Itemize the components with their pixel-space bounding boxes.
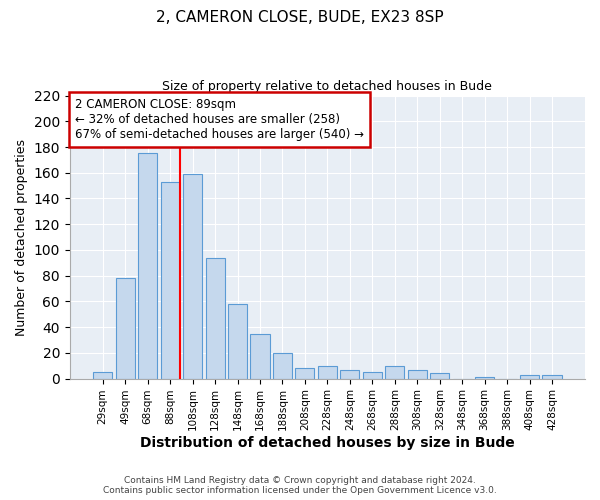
Bar [520, 374, 539, 378]
Bar [363, 372, 382, 378]
X-axis label: Distribution of detached houses by size in Bude: Distribution of detached houses by size … [140, 436, 515, 450]
Bar [340, 370, 359, 378]
Title: Size of property relative to detached houses in Bude: Size of property relative to detached ho… [163, 80, 493, 93]
Text: 2, CAMERON CLOSE, BUDE, EX23 8SP: 2, CAMERON CLOSE, BUDE, EX23 8SP [156, 10, 444, 25]
Bar [385, 366, 404, 378]
Bar [318, 366, 337, 378]
Bar [183, 174, 202, 378]
Bar [206, 258, 224, 378]
Bar [138, 154, 157, 378]
Bar [228, 304, 247, 378]
Bar [161, 182, 179, 378]
Bar [295, 368, 314, 378]
Bar [430, 374, 449, 378]
Bar [93, 372, 112, 378]
Text: 2 CAMERON CLOSE: 89sqm
← 32% of detached houses are smaller (258)
67% of semi-de: 2 CAMERON CLOSE: 89sqm ← 32% of detached… [75, 98, 364, 142]
Bar [250, 334, 269, 378]
Bar [116, 278, 135, 378]
Bar [407, 370, 427, 378]
Bar [542, 374, 562, 378]
Bar [273, 353, 292, 378]
Y-axis label: Number of detached properties: Number of detached properties [15, 138, 28, 336]
Text: Contains HM Land Registry data © Crown copyright and database right 2024.
Contai: Contains HM Land Registry data © Crown c… [103, 476, 497, 495]
